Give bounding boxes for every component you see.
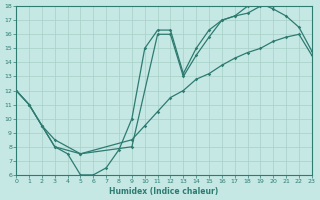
X-axis label: Humidex (Indice chaleur): Humidex (Indice chaleur) <box>109 187 219 196</box>
